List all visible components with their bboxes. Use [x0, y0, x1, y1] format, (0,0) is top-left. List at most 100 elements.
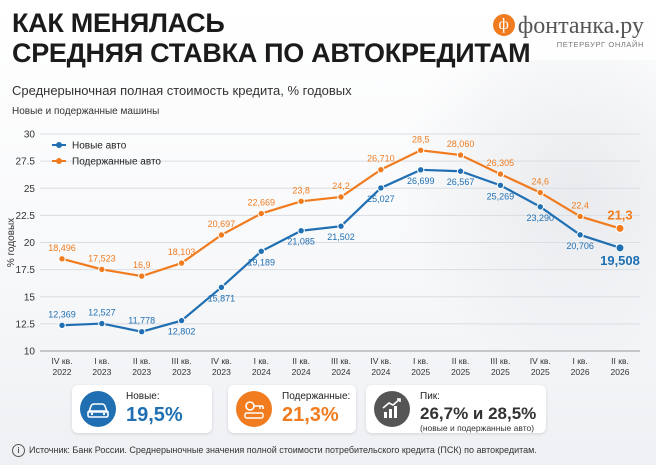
data-label: 21,502	[327, 232, 355, 242]
y-tick-label: 15	[24, 292, 36, 303]
x-tick-label: I кв.	[572, 356, 587, 366]
title-line-1: КАК МЕНЯЛАСЬ	[12, 8, 225, 38]
growth-chart-icon	[374, 391, 410, 427]
data-label: 26,305	[487, 158, 515, 168]
data-label: 17,523	[88, 253, 116, 263]
data-point	[337, 222, 345, 230]
car-icon	[80, 391, 116, 427]
y-tick-label: 17.5	[16, 265, 36, 276]
background-car-image	[396, 60, 656, 380]
x-tick-label: IV кв.	[530, 356, 551, 366]
logo-name: фонтанка.ру	[517, 13, 644, 39]
legend-label: Подержанные авто	[72, 157, 161, 168]
data-point	[576, 212, 584, 221]
y-tick-label: 25	[24, 184, 36, 195]
data-point	[177, 316, 186, 325]
y-tick-label: 12.5	[16, 319, 36, 330]
x-tick-label: III кв.	[490, 356, 510, 366]
data-point	[58, 255, 66, 263]
data-label: 22,4	[571, 200, 589, 210]
x-tick-label: IV кв.	[211, 356, 232, 366]
data-point	[377, 184, 385, 192]
data-point	[337, 193, 345, 201]
data-point	[58, 321, 66, 329]
x-tick-label: 2025	[451, 367, 470, 377]
card-peak-label: Пик:	[420, 391, 440, 402]
x-tick-label: 2025	[411, 367, 430, 377]
data-point	[217, 231, 226, 239]
data-label: 21,3	[607, 207, 632, 222]
data-label: 21,085	[287, 237, 315, 247]
data-point	[615, 223, 625, 233]
data-point	[377, 165, 385, 174]
data-label: 23,8	[292, 185, 310, 195]
x-tick-label: 2023	[212, 367, 231, 377]
data-label: 12,527	[88, 308, 116, 318]
data-point	[257, 247, 265, 255]
source-note: i Источник: Банк России. Среднерыночные з…	[12, 444, 537, 457]
data-point	[456, 167, 465, 175]
title-line-2: СРЕДНЯЯ СТАВКА ПО АВТОКРЕДИТАМ	[12, 38, 531, 68]
car-key-icon	[236, 391, 272, 427]
card-used: Подержанные: 21,3%	[228, 385, 356, 433]
data-label: 25,269	[487, 191, 515, 201]
line-chart: 10 12.5 15 17.5 20 22.5 25 27.5 30 % годовых IV кв…	[6, 130, 640, 377]
card-peak-note: (новые и подержанные авто)	[420, 423, 535, 433]
x-tick-label: 2024	[332, 367, 351, 377]
x-tick-label: I кв.	[94, 356, 109, 366]
data-label: 20,706	[566, 241, 594, 251]
card-used-label: Подержанные:	[282, 391, 351, 402]
data-point	[496, 181, 505, 190]
data-label: 24,6	[532, 177, 550, 187]
data-point	[417, 166, 425, 174]
x-tick-label: 2026	[571, 367, 590, 377]
data-label: 20,697	[208, 219, 236, 229]
x-tick-label: II кв.	[611, 356, 629, 366]
y-tick-label: 10	[24, 347, 36, 358]
legend-label: Новые авто	[72, 141, 127, 152]
data-label: 12,802	[168, 327, 196, 337]
data-point	[98, 265, 106, 274]
logo-tagline: ПЕТЕРБУРГ ОНЛАЙН	[556, 40, 644, 49]
info-icon: i	[12, 444, 25, 457]
x-tick-label: 2024	[252, 367, 271, 377]
source-text: Источник: Банк России. Среднерыночные зн…	[29, 445, 537, 455]
data-label: 16,9	[133, 260, 151, 270]
card-new-label: Новые:	[126, 391, 160, 402]
legend-marker	[56, 142, 62, 148]
card-peak: Пик: 26,7% и 28,5% (новые и подержанные …	[366, 385, 546, 433]
card-used-value: 21,3%	[282, 404, 339, 426]
data-point	[217, 283, 226, 291]
x-tick-label: III кв.	[331, 356, 351, 366]
x-tick-label: 2026	[611, 367, 630, 377]
x-tick-label: 2024	[292, 367, 311, 377]
x-tick-label: 2023	[172, 367, 191, 377]
data-point	[496, 170, 505, 178]
data-label: 23,290	[527, 213, 555, 223]
x-tick-label: 2025	[491, 367, 510, 377]
x-tick-label: III кв.	[172, 356, 192, 366]
x-tick-label: 2023	[132, 367, 151, 377]
x-tick-label: IV кв.	[52, 356, 73, 366]
data-label: 25,027	[367, 194, 395, 204]
data-point	[98, 319, 106, 328]
data-point	[536, 203, 544, 211]
x-tick-label: 2022	[53, 367, 72, 377]
data-label: 24,2	[332, 181, 350, 191]
data-point	[456, 151, 465, 159]
page-title: КАК МЕНЯЛАСЬ СРЕДНЯЯ СТАВКА ПО АВТОКРЕДИ…	[12, 8, 531, 68]
data-label: 22,669	[248, 198, 276, 208]
data-label: 12,369	[48, 309, 76, 319]
x-tick-label: I кв.	[413, 356, 428, 366]
data-label: 28,5	[412, 134, 430, 144]
chart-subtitle: Среднерыночная полная стоимость кредита,…	[12, 83, 352, 98]
x-tick-label: II кв.	[133, 356, 151, 366]
data-point	[297, 227, 305, 235]
data-point	[297, 197, 305, 205]
data-point	[138, 328, 146, 336]
y-axis-label: % годовых	[6, 218, 17, 267]
card-new: Новые: 19,5%	[72, 385, 212, 433]
x-tick-label: 2024	[371, 367, 390, 377]
data-label: 26,567	[447, 177, 475, 187]
